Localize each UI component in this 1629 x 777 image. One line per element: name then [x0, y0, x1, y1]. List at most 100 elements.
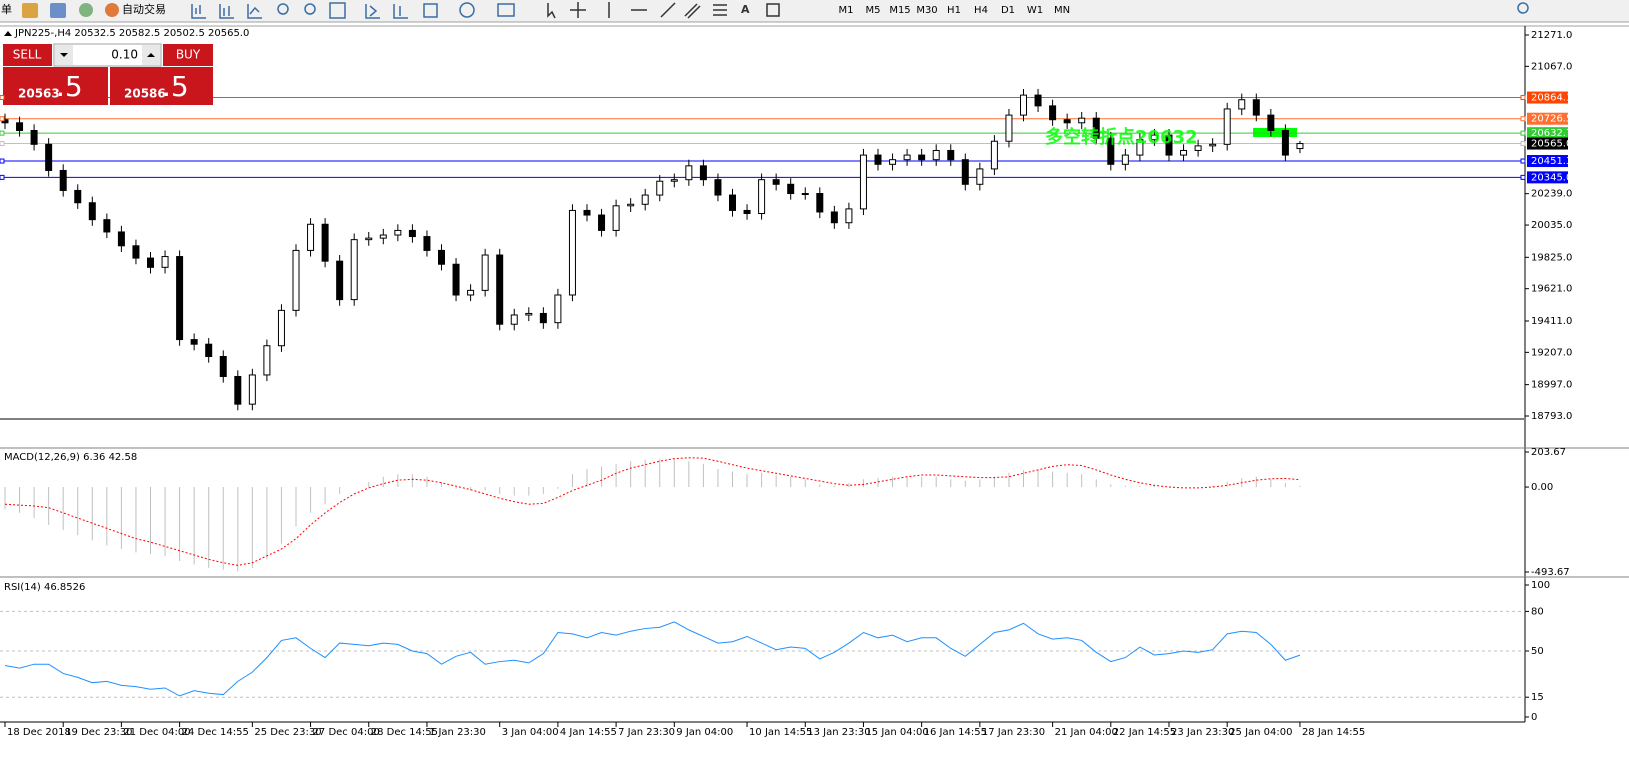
icon[interactable]	[459, 2, 475, 18]
candle-body	[961, 159, 969, 185]
icon[interactable]	[365, 4, 380, 19]
icon[interactable]	[766, 3, 780, 17]
timeframe-button[interactable]: D1	[1001, 5, 1015, 16]
x-tick-label: 25 Jan 04:00	[1229, 727, 1292, 738]
candle-body	[321, 223, 329, 262]
level-handle	[1520, 174, 1526, 180]
y-tick-label: 50	[1531, 646, 1544, 657]
timeframe-button[interactable]: M5	[866, 5, 881, 16]
auto-trade-button[interactable]: 自动交易	[122, 2, 166, 16]
candle-body	[656, 180, 664, 196]
icon[interactable]	[393, 4, 408, 19]
chart-header: JPN225-,H4 20532.5 20582.5 20502.5 20565…	[14, 28, 249, 39]
candle-body	[568, 209, 576, 296]
candle-body	[758, 179, 766, 215]
icon[interactable]	[570, 2, 586, 18]
icon[interactable]	[423, 3, 438, 18]
candle-body	[845, 208, 853, 224]
candle-body	[947, 149, 955, 161]
ask-price: 20586	[124, 87, 166, 101]
lot-field[interactable]	[53, 43, 162, 67]
candle-body	[1063, 119, 1071, 124]
toolbar-bg	[0, 0, 1629, 22]
candle-body	[903, 154, 911, 161]
timeframe-button[interactable]: MN	[1054, 5, 1070, 16]
candle-body	[263, 345, 271, 376]
level-label: 20864.1	[1531, 93, 1572, 104]
candle-body	[714, 179, 722, 196]
timeframe-button[interactable]: M15	[889, 5, 910, 16]
candle-body	[918, 154, 926, 161]
candle-body	[190, 339, 198, 345]
icon[interactable]	[547, 3, 556, 19]
candle-body	[379, 234, 387, 239]
x-tick-label: 24 Dec 14:55	[182, 727, 249, 738]
level-handle	[1520, 130, 1526, 136]
rsi-title: RSI(14) 46.8526	[4, 582, 85, 593]
timeframe-button[interactable]: W1	[1027, 5, 1043, 16]
candle-body	[1, 119, 9, 124]
ask-pips: .5	[162, 70, 189, 103]
search-icon[interactable]	[1517, 2, 1529, 14]
candle-body	[1034, 94, 1042, 107]
icon[interactable]	[50, 3, 66, 18]
icon[interactable]	[22, 3, 38, 18]
icon[interactable]	[660, 2, 676, 18]
candle-body	[176, 256, 184, 341]
candle-body	[641, 194, 649, 205]
arrow	[60, 53, 68, 57]
level-handle	[0, 158, 5, 164]
candle-body	[787, 183, 795, 195]
candle-body	[525, 312, 533, 316]
bid-box[interactable]	[3, 67, 108, 105]
x-tick-label: 15 Jan 04:00	[865, 727, 928, 738]
x-tick-label: 10 Jan 14:55	[749, 727, 812, 738]
y-tick-label: 19621.0	[1531, 284, 1572, 295]
y-tick-label: 80	[1531, 606, 1544, 617]
timeframe-button[interactable]: H1	[947, 5, 961, 16]
y-tick-label: 20035.0	[1531, 220, 1572, 231]
x-tick-label: 21 Dec 04:00	[123, 727, 190, 738]
ask-box[interactable]	[110, 67, 213, 105]
timeframe-button[interactable]: M30	[916, 5, 937, 16]
x-tick-label: 9 Jan 04:00	[676, 727, 733, 738]
icon[interactable]	[277, 3, 289, 15]
collapse-icon[interactable]	[4, 31, 12, 36]
drawn-rectangle[interactable]	[1253, 128, 1297, 137]
timeframe-button[interactable]: M1	[839, 5, 854, 16]
icon[interactable]	[219, 4, 234, 19]
candle-body	[1049, 105, 1057, 121]
level-handle	[1520, 141, 1526, 147]
icon[interactable]	[329, 2, 346, 19]
arrow	[147, 53, 155, 57]
buy-button[interactable]	[163, 44, 213, 66]
x-tick-label: 4 Jan 14:55	[560, 727, 617, 738]
icon[interactable]	[684, 3, 701, 19]
icon[interactable]	[713, 4, 727, 16]
icon[interactable]	[191, 4, 206, 19]
candle-body	[598, 214, 606, 231]
candle-body	[1252, 99, 1260, 116]
icon[interactable]	[304, 3, 316, 15]
candle-body	[481, 254, 489, 291]
x-tick-label: 28 Jan 14:55	[1302, 727, 1365, 738]
candle-body	[307, 223, 315, 251]
lot-value[interactable]: 0.10	[111, 48, 138, 62]
sell-label[interactable]: SELL	[13, 48, 42, 62]
candle-body	[88, 202, 96, 221]
candle-body	[408, 229, 416, 238]
menu-text[interactable]: 单	[1, 3, 12, 16]
auto-trade-icon[interactable]	[105, 3, 119, 17]
buy-label[interactable]: BUY	[176, 48, 201, 62]
icon[interactable]	[247, 4, 262, 19]
candle-body	[510, 314, 518, 325]
timeframe-button[interactable]: H4	[974, 5, 988, 16]
sell-button[interactable]	[3, 44, 52, 66]
icon[interactable]	[79, 3, 93, 17]
icon[interactable]	[497, 3, 515, 17]
candle-body	[234, 375, 242, 405]
level-label: 20345.0	[1531, 172, 1572, 183]
text-tool-icon[interactable]: A	[741, 3, 750, 16]
candle-body	[772, 179, 780, 185]
